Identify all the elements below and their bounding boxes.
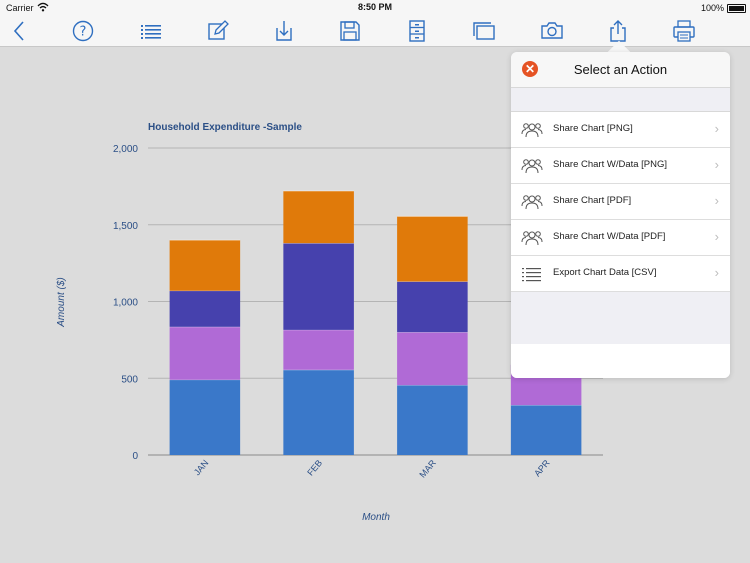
bar-segment [397,332,468,386]
windows-icon[interactable] [472,19,496,43]
people-icon [521,193,543,211]
chart-title: Household Expenditure -Sample [148,122,302,133]
action-share-chart-data-png[interactable]: Share Chart W/Data [PNG] › [511,148,730,184]
people-icon [521,157,543,175]
battery-icon [727,4,746,13]
clock: 8:50 PM [357,2,392,12]
bar-segment [397,216,468,282]
action-share-chart-png[interactable]: Share Chart [PNG] › [511,112,730,148]
y-tick-label: 2,000 [113,144,138,155]
chevron-right-icon: › [714,265,719,280]
y-tick-label: 500 [121,374,138,385]
bar-segment [397,385,468,455]
chevron-right-icon: › [714,193,719,208]
bar-segment [283,329,354,370]
y-tick-label: 1,000 [113,298,138,309]
y-tick-label: 0 [132,451,138,462]
bar-segment [283,190,354,244]
action-label: Share Chart W/Data [PNG] [553,159,668,170]
close-icon[interactable]: ✕ [522,61,538,77]
help-icon[interactable]: ? [71,19,95,43]
popover-title: Select an Action [573,62,668,77]
bar-segment [169,326,241,380]
action-export-csv[interactable]: Export Chart Data [CSV] › [511,256,730,292]
list-icon[interactable] [139,19,163,43]
chevron-right-icon: › [714,157,719,172]
action-list: Share Chart [PNG] › Share Chart W/Data [… [511,111,730,292]
bar-segment [169,240,241,291]
chevron-right-icon: › [714,229,719,244]
bar-segment [510,405,582,455]
camera-icon[interactable] [540,19,564,43]
x-tick-label: FEB [305,458,324,478]
action-share-chart-pdf[interactable]: Share Chart [PDF] › [511,184,730,220]
people-icon [521,121,543,139]
action-share-chart-data-pdf[interactable]: Share Chart W/Data [PDF] › [511,220,730,256]
cabinet-icon[interactable] [405,19,429,43]
carrier-label: Carrier [6,3,34,13]
y-tick-label: 1,500 [113,221,138,232]
share-icon[interactable] [606,19,630,43]
action-label: Export Chart Data [CSV] [553,267,657,278]
download-icon[interactable] [272,19,296,43]
print-icon[interactable] [672,19,696,43]
wifi-icon [37,2,49,14]
y-axis-label: Amount ($) [56,277,67,327]
svg-text:?: ? [80,25,87,40]
action-label: Share Chart [PDF] [553,195,632,206]
x-tick-label: MAR [417,457,438,479]
toolbar: ? [0,16,750,47]
action-label: Share Chart [PNG] [553,123,633,134]
x-tick-label: APR [532,457,552,478]
status-bar: Carrier 8:50 PM 100% [0,0,750,16]
bar-segment [169,379,241,455]
back-icon[interactable] [8,19,32,43]
action-label: Share Chart W/Data [PDF] [553,231,666,242]
popover-footer [511,344,730,378]
bar-segment [283,369,354,455]
save-icon[interactable] [338,19,362,43]
bar-segment [397,281,468,333]
action-popover: ✕ Select an Action Share Chart [PNG] › S… [511,52,730,378]
edit-icon[interactable] [206,19,230,43]
list-lines-icon [521,265,543,283]
bar-segment [169,290,241,327]
battery-percent: 100% [700,3,724,13]
bar-segment [283,243,354,330]
x-axis-label: Month [362,512,390,523]
popover-header: ✕ Select an Action [511,52,730,88]
people-icon [521,229,543,247]
chevron-right-icon: › [714,121,719,136]
x-tick-label: JAN [192,458,211,477]
